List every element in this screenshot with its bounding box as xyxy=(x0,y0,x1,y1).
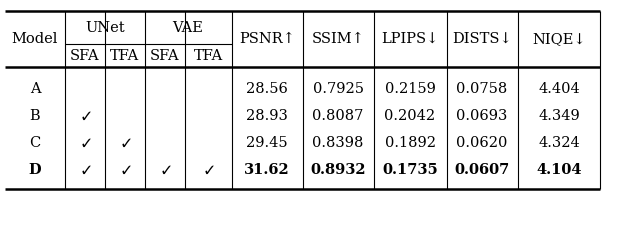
Text: NIQE↓: NIQE↓ xyxy=(532,32,586,46)
Text: 0.8087: 0.8087 xyxy=(312,109,364,123)
Text: PSNR↑: PSNR↑ xyxy=(239,32,295,46)
Text: $\checkmark$: $\checkmark$ xyxy=(118,163,131,178)
Text: 0.7925: 0.7925 xyxy=(312,82,364,96)
Text: A: A xyxy=(29,82,40,96)
Text: LPIPS↓: LPIPS↓ xyxy=(381,32,438,46)
Text: $\checkmark$: $\checkmark$ xyxy=(79,109,92,123)
Text: B: B xyxy=(29,109,40,123)
Text: 4.404: 4.404 xyxy=(538,82,580,96)
Text: 4.104: 4.104 xyxy=(536,163,582,177)
Text: DISTS↓: DISTS↓ xyxy=(452,32,512,46)
Text: 0.8932: 0.8932 xyxy=(310,163,366,177)
Text: $\checkmark$: $\checkmark$ xyxy=(118,136,131,150)
Text: TFA: TFA xyxy=(110,49,140,63)
Text: 0.2042: 0.2042 xyxy=(385,109,436,123)
Text: 0.2159: 0.2159 xyxy=(385,82,435,96)
Text: 0.8398: 0.8398 xyxy=(312,136,364,150)
Text: 4.349: 4.349 xyxy=(538,109,580,123)
Text: UNet: UNet xyxy=(85,20,125,35)
Text: SFA: SFA xyxy=(70,49,100,63)
Text: 4.324: 4.324 xyxy=(538,136,580,150)
Text: D: D xyxy=(29,163,42,177)
Text: 0.0758: 0.0758 xyxy=(456,82,508,96)
Text: TFA: TFA xyxy=(193,49,223,63)
Text: 0.1892: 0.1892 xyxy=(385,136,435,150)
Text: C: C xyxy=(29,136,40,150)
Text: 28.93: 28.93 xyxy=(246,109,288,123)
Text: VAE: VAE xyxy=(173,20,204,35)
Text: SSIM↑: SSIM↑ xyxy=(312,32,364,46)
Text: Model: Model xyxy=(12,32,58,46)
Text: $\checkmark$: $\checkmark$ xyxy=(79,136,92,150)
Text: 0.0620: 0.0620 xyxy=(456,136,508,150)
Text: $\checkmark$: $\checkmark$ xyxy=(202,163,214,178)
Text: SFA: SFA xyxy=(150,49,180,63)
Text: 0.0693: 0.0693 xyxy=(456,109,508,123)
Text: 28.56: 28.56 xyxy=(246,82,288,96)
Text: 29.45: 29.45 xyxy=(246,136,288,150)
Text: $\checkmark$: $\checkmark$ xyxy=(79,163,92,178)
Text: 31.62: 31.62 xyxy=(244,163,290,177)
Text: $\checkmark$: $\checkmark$ xyxy=(159,163,172,178)
Text: 0.1735: 0.1735 xyxy=(382,163,438,177)
Text: 0.0607: 0.0607 xyxy=(454,163,509,177)
